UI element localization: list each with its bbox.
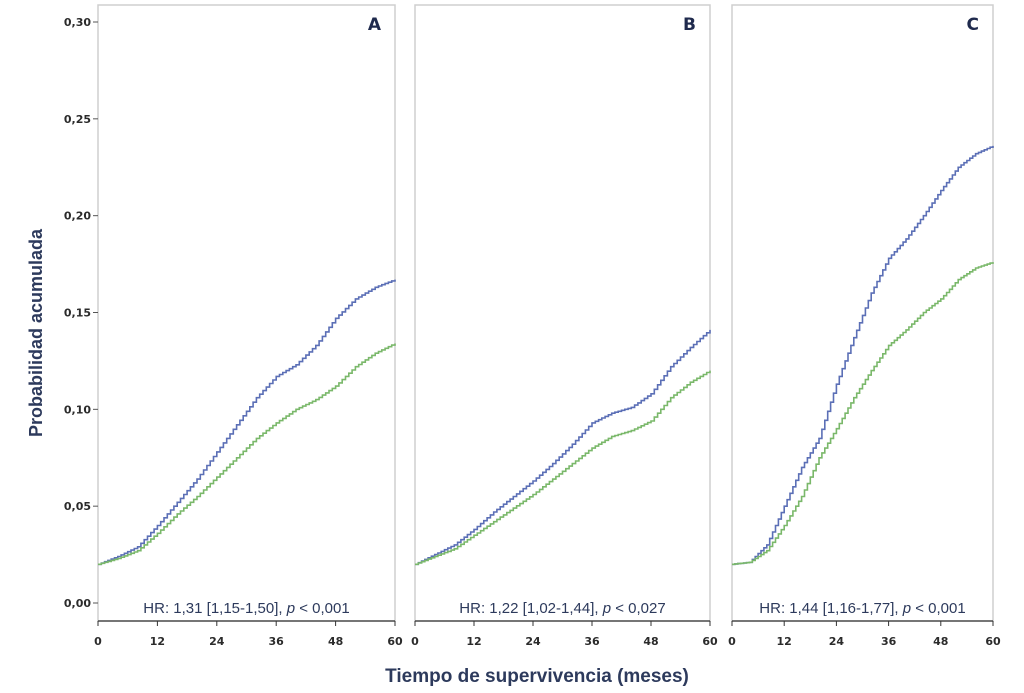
data-series [98, 145, 994, 566]
hazard-ratio-annotation: HR: 1,22 [1,02-1,44], p < 0,027 [459, 600, 665, 617]
x-tick-label: 24 [525, 635, 541, 648]
panel-frame-a [97, 4, 396, 622]
x-tick-label: 24 [209, 635, 225, 648]
x-tick-label: 48 [643, 635, 658, 648]
x-tick-label: 0 [94, 635, 102, 648]
series-line-blue-a [98, 279, 396, 566]
x-tick-label: 0 [728, 635, 736, 648]
hazard-ratio-annotation: HR: 1,44 [1,16-1,77], p < 0,001 [759, 600, 965, 617]
series-line-green-a [98, 343, 396, 566]
x-tick-label: 36 [269, 635, 285, 648]
y-tick-label: 0,10 [64, 403, 91, 416]
x-tick-label: 24 [829, 635, 845, 648]
x-tick-label: 0 [411, 635, 419, 648]
y-axis-label: Probabilidad acumulada [26, 228, 46, 437]
x-axis-label: Tiempo de supervivencia (meses) [385, 666, 689, 687]
series-line-green-b [415, 370, 711, 566]
chart-text: 0,00 0,05 0,10 0,15 0,20 0,25 0,30 0 12 24 36 48 60 A… [64, 15, 1001, 648]
panel-label: A [368, 15, 382, 35]
hazard-ratio-annotation: HR: 1,31 [1,15-1,50], p < 0,001 [143, 600, 349, 617]
x-tick-label: 12 [150, 635, 165, 648]
y-tick-label: 0,20 [64, 210, 91, 223]
y-tick-label: 0,25 [64, 113, 91, 126]
panel-label: C [967, 15, 979, 35]
x-tick-label: 36 [881, 635, 897, 648]
series-line-blue-b [415, 329, 711, 566]
x-tick-label: 60 [985, 635, 1001, 648]
y-tick-label: 0,05 [64, 500, 91, 513]
series-line-blue-c [732, 145, 994, 566]
y-tick-label: 0,00 [64, 597, 91, 610]
x-tick-label: 48 [933, 635, 948, 648]
panel-frame-c [731, 4, 994, 622]
panel-label: B [683, 15, 696, 35]
x-tick-label: 12 [466, 635, 481, 648]
x-tick-label: 48 [328, 635, 343, 648]
panel-frames [97, 4, 994, 622]
x-tick-label: 60 [702, 635, 718, 648]
x-tick-label: 12 [777, 635, 792, 648]
y-tick-label: 0,30 [64, 16, 91, 29]
series-line-green-c [732, 262, 994, 566]
y-tick-label: 0,15 [64, 307, 91, 320]
x-tick-label: 36 [584, 635, 600, 648]
panel-frame-b [414, 4, 711, 622]
x-tick-label: 60 [387, 635, 403, 648]
axes [93, 21, 994, 626]
